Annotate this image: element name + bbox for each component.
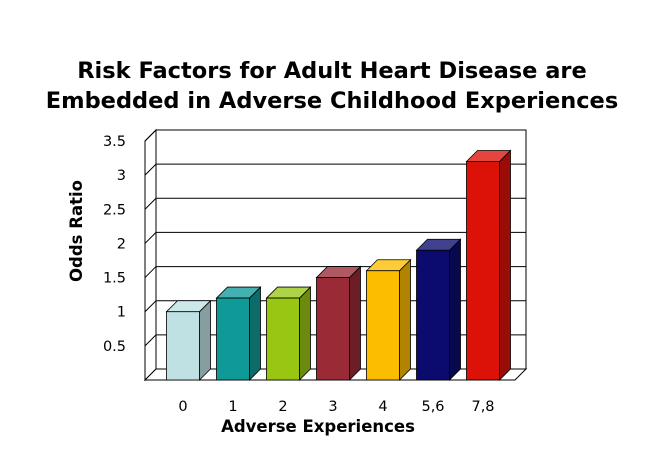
bar-front	[166, 311, 200, 381]
y-tick-label: 0.5	[103, 339, 126, 355]
x-tick-label: 5,6	[421, 399, 444, 415]
bar-side	[199, 299, 211, 381]
x-tick-label: 1	[228, 399, 237, 415]
bar	[165, 299, 212, 381]
bar	[215, 286, 262, 381]
y-tick-label: 2	[117, 236, 126, 252]
bar	[415, 238, 462, 381]
bar	[365, 258, 412, 381]
bar	[315, 265, 362, 381]
bar-side	[299, 286, 311, 381]
gridline	[144, 163, 526, 176]
bar-side	[499, 149, 511, 381]
y-tick-labels: 0.5 1 1.5 2 2.5 3 3.5	[103, 134, 126, 355]
y-tick-label: 1.5	[103, 271, 126, 287]
bar-side	[399, 258, 411, 381]
x-tick-labels: 0 1 2 3 4 5,6 7,8	[178, 399, 494, 415]
chart-title-line-1: Risk Factors for Adult Heart Disease are	[77, 58, 587, 84]
x-tick-label: 2	[278, 399, 287, 415]
gridline	[144, 231, 526, 244]
gridline	[144, 197, 526, 210]
bar-side	[349, 265, 361, 381]
bar	[265, 286, 312, 381]
x-tick-label: 3	[328, 399, 337, 415]
bar-front	[266, 297, 300, 381]
y-tick-label: 3.5	[103, 134, 126, 150]
bar-front	[416, 249, 450, 381]
gridline	[144, 129, 526, 142]
y-tick-label: 2.5	[103, 202, 126, 218]
bar-front	[466, 161, 500, 381]
y-tick-label: 3	[117, 168, 126, 184]
side-wall	[144, 128, 157, 382]
bar-side	[449, 238, 461, 381]
bar-front	[216, 297, 250, 381]
x-tick-label: 4	[378, 399, 387, 415]
y-axis-title: Odds Ratio	[67, 180, 86, 282]
y-tick-label: 1	[117, 305, 126, 321]
bars	[165, 149, 512, 381]
x-tick-label: 0	[178, 399, 187, 415]
x-tick-label: 7,8	[471, 399, 494, 415]
x-axis-title: Adverse Experiences	[221, 417, 415, 436]
bar-front	[366, 270, 400, 381]
chart-title-line-2: Embedded in Adverse Childhood Experience…	[45, 88, 619, 114]
chart-title: Risk Factors for Adult Heart Disease are…	[0, 56, 664, 116]
bar	[465, 149, 512, 381]
bar-front	[316, 277, 350, 381]
bar-side	[249, 286, 261, 381]
